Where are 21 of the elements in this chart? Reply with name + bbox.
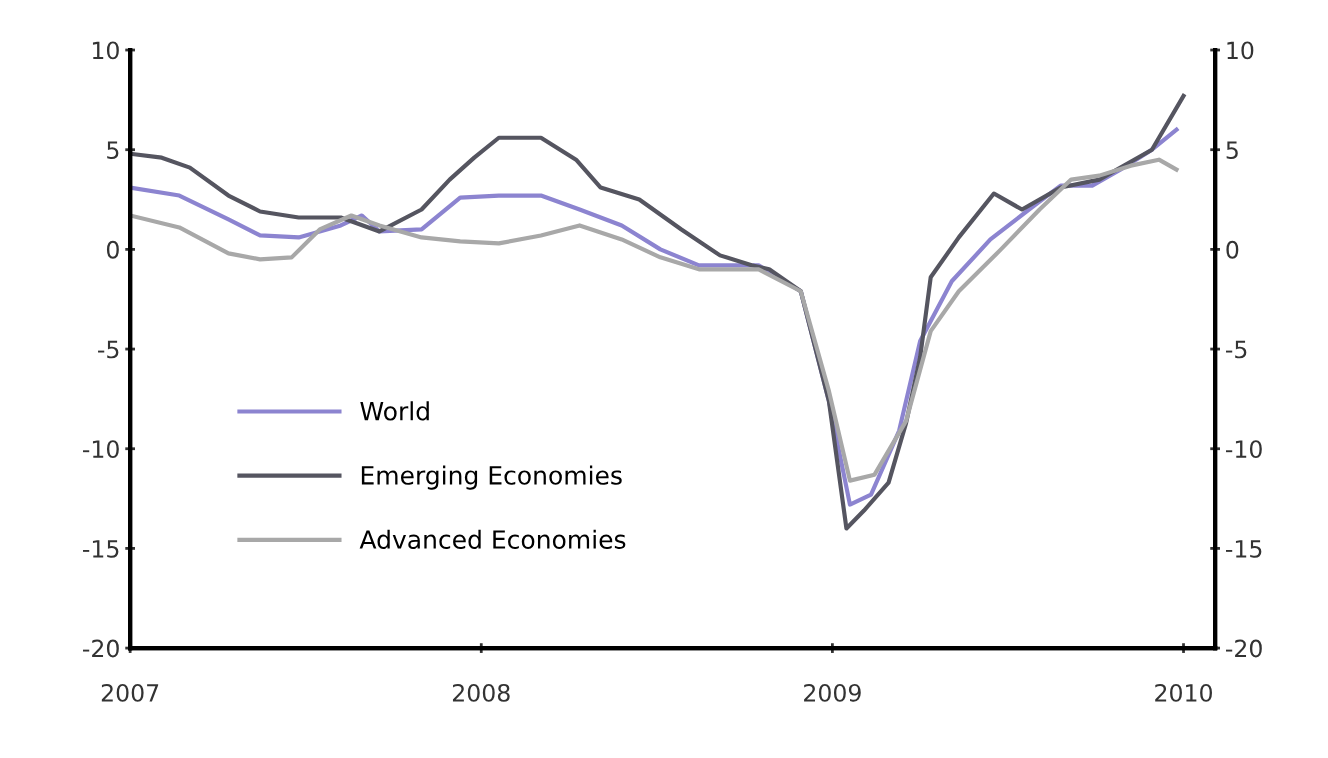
y-tick-label: 5 [107,141,119,160]
legend-label: Emerging Economies [361,465,622,490]
x-tick-label: 2007 [101,683,159,702]
y-tick-label: -5 [98,340,119,359]
legend-label: Advanced Economies [359,529,626,549]
y2-tick-label: 10 [1227,41,1254,60]
y2-tick-label: -10 [1226,440,1262,459]
y2-tick-label: -15 [1226,540,1262,558]
x-tick-label: 2009 [804,683,861,702]
x-tick-label: 2010 [1155,683,1212,702]
y2-tick-label: -20 [1226,639,1262,658]
legend-label: World [360,401,429,421]
y2-tick-label: 0 [1226,240,1239,259]
y-tick-label: -20 [83,639,119,658]
y-tick-label: -10 [83,440,119,459]
y2-tick-label: 5 [1226,141,1238,160]
x-tick-label: 2008 [452,683,510,702]
y-tick-label: 10 [92,41,119,60]
y2-tick-label: -5 [1226,340,1247,359]
y-tick-label: -15 [83,540,119,558]
y-tick-label: 0 [106,240,119,259]
